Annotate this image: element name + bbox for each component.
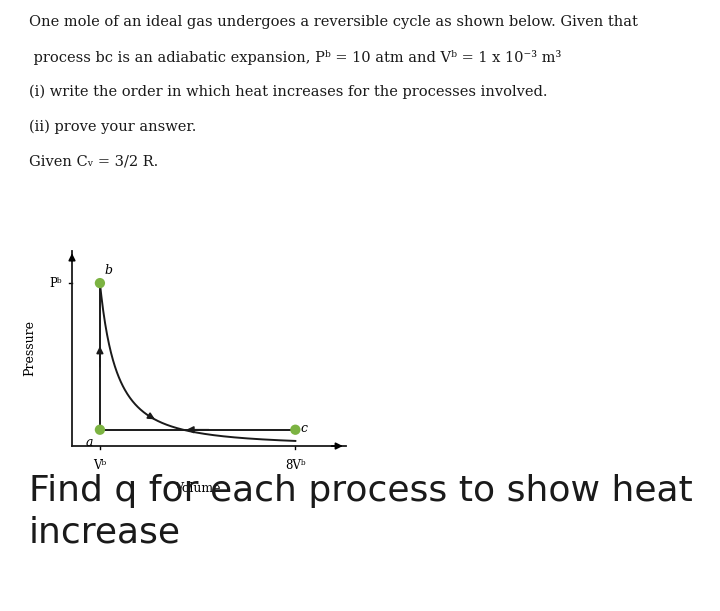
Text: Pressure: Pressure — [24, 320, 37, 376]
Text: b: b — [104, 265, 112, 277]
Text: Pᵇ: Pᵇ — [50, 277, 62, 290]
Text: a: a — [86, 436, 93, 449]
Point — [94, 278, 106, 288]
Text: Volume: Volume — [174, 482, 221, 495]
Text: Given Cᵥ = 3/2 R.: Given Cᵥ = 3/2 R. — [29, 155, 158, 169]
Text: c: c — [301, 422, 308, 434]
Point — [289, 425, 301, 434]
Text: (ii) prove your answer.: (ii) prove your answer. — [29, 120, 196, 134]
Point — [94, 425, 106, 434]
Text: One mole of an ideal gas undergoes a reversible cycle as shown below. Given that: One mole of an ideal gas undergoes a rev… — [29, 15, 638, 29]
Text: (i) write the order in which heat increases for the processes involved.: (i) write the order in which heat increa… — [29, 85, 547, 100]
Text: process bc is an adiabatic expansion, Pᵇ = 10 atm and Vᵇ = 1 x 10⁻³ m³: process bc is an adiabatic expansion, Pᵇ… — [29, 50, 561, 65]
Text: Find q for each process to show heat
increase: Find q for each process to show heat inc… — [29, 474, 693, 550]
Text: 8Vᵇ: 8Vᵇ — [285, 459, 306, 472]
Text: Vᵇ: Vᵇ — [94, 459, 107, 472]
